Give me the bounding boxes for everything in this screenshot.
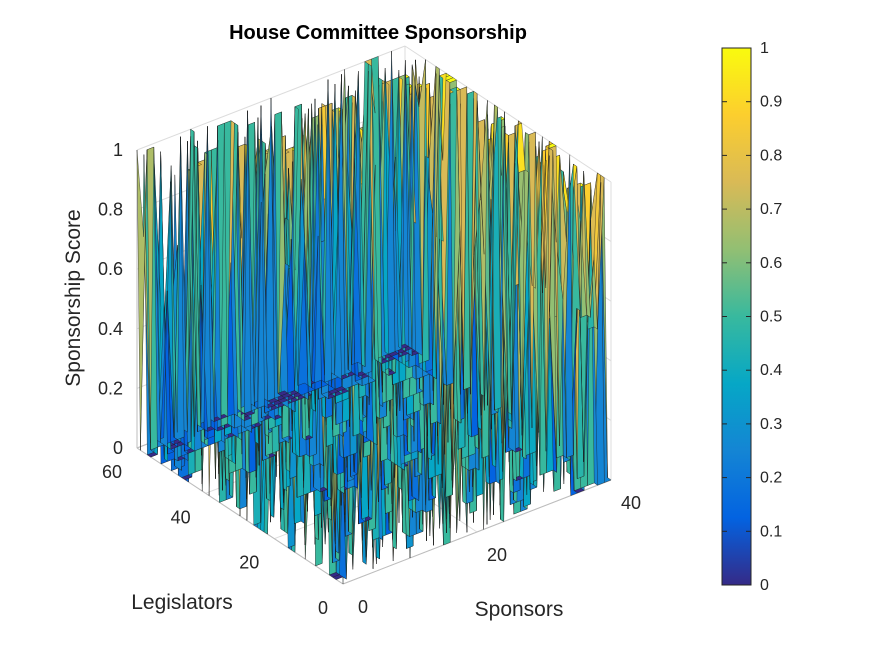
y-tick-label: 0	[318, 598, 328, 618]
colorbar: 0 0.1 0.2 0.3 0.4 0.5 0.6 0.7 0.8 0.9 1	[721, 40, 782, 594]
z-axis-label: Sponsorship Score	[62, 209, 85, 386]
axes-box-edge	[342, 479, 612, 585]
colorbar-tick-label: 0.4	[760, 362, 782, 379]
colorbar-tick-label: 0.5	[760, 309, 782, 326]
y-tick-label: 60	[102, 462, 122, 482]
colorbar-tick-label: 0.6	[760, 255, 782, 272]
y-tick-label: 20	[239, 553, 259, 573]
surface-plot	[136, 51, 612, 585]
x-axis-label: Sponsors	[475, 598, 564, 621]
z-tick-label: 0.4	[98, 319, 123, 339]
x-tick-label: 40	[621, 493, 641, 513]
colorbar-tick-label: 0	[760, 577, 769, 594]
colorbar-tick-label: 0.7	[760, 201, 782, 218]
colorbar-tick-label: 0.2	[760, 470, 782, 487]
colorbar-ticks: 0 0.1 0.2 0.3 0.4 0.5 0.6 0.7 0.8 0.9 1	[722, 40, 782, 594]
x-tick-label: 0	[358, 597, 368, 617]
y-axis-label: Legislators	[131, 591, 233, 614]
chart-title: House Committee Sponsorship	[229, 22, 527, 44]
colorbar-tick-label: 0.9	[760, 94, 782, 111]
axis-ticks: 0 20 40 0 20 40 60 0 0.2 0.4 0.6 0.8 1	[98, 140, 641, 618]
x-tick-label: 20	[487, 545, 507, 565]
surface-face	[136, 149, 148, 451]
colorbar-tick-label: 0.3	[760, 416, 782, 433]
z-tick-label: 0.8	[98, 200, 123, 220]
colorbar-tick-label: 0.1	[760, 523, 782, 540]
colorbar-tick-label: 0.8	[760, 147, 782, 164]
z-tick-label: 0	[113, 438, 123, 458]
colorbar-tick-label: 1	[760, 40, 769, 57]
y-tick-label: 40	[171, 507, 191, 527]
z-tick-label: 1	[113, 140, 123, 160]
z-tick-label: 0.6	[98, 259, 123, 279]
z-tick-label: 0.2	[98, 378, 123, 398]
